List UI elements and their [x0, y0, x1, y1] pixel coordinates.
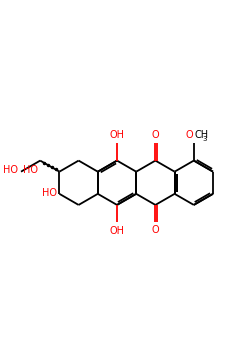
- Text: OH: OH: [110, 130, 124, 140]
- Text: HO: HO: [3, 165, 18, 175]
- Text: HO: HO: [22, 164, 38, 175]
- Text: HO: HO: [42, 188, 57, 198]
- Text: CH: CH: [194, 130, 208, 140]
- Text: OH: OH: [110, 225, 124, 236]
- Text: 3: 3: [203, 136, 207, 142]
- Text: O: O: [152, 131, 159, 140]
- Text: O: O: [152, 225, 159, 235]
- Text: O: O: [186, 130, 193, 140]
